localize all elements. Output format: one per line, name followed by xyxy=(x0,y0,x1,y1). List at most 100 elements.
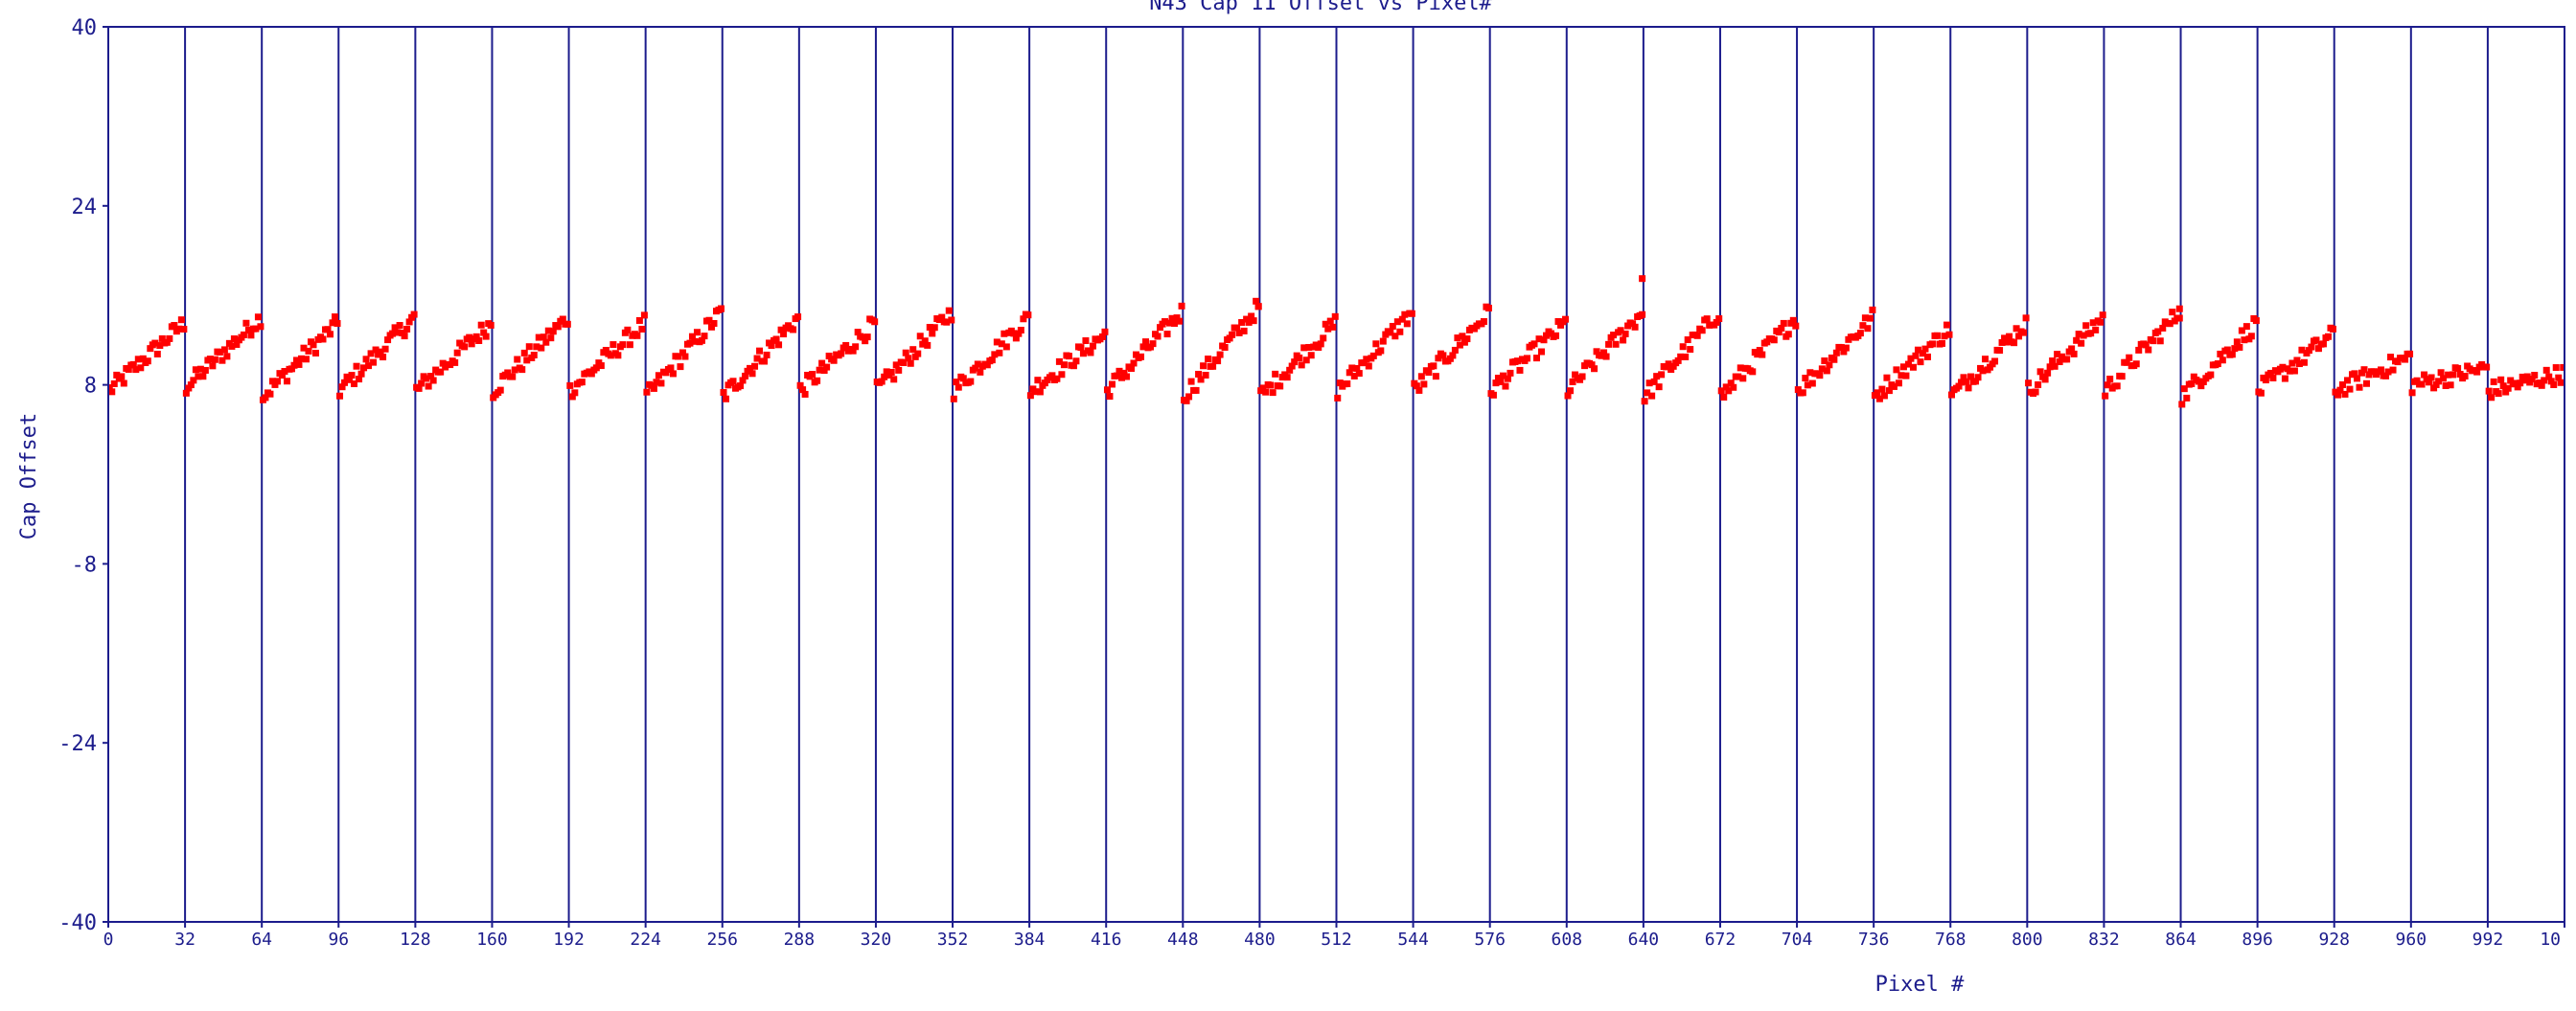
data-point xyxy=(2257,389,2265,397)
data-point xyxy=(1379,337,1387,345)
data-point xyxy=(367,350,375,357)
data-point xyxy=(2427,374,2435,381)
data-point xyxy=(2338,380,2346,388)
data-point xyxy=(998,340,1005,348)
data-point xyxy=(1899,363,1907,371)
data-point xyxy=(921,337,929,345)
data-point xyxy=(504,369,512,377)
data-point xyxy=(1554,317,1562,325)
data-point xyxy=(1072,357,1080,365)
data-point xyxy=(729,378,737,385)
data-point xyxy=(223,353,231,360)
data-point xyxy=(1272,370,1279,378)
x-tick-label: 736 xyxy=(1858,930,1890,950)
data-point xyxy=(895,366,903,374)
data-point xyxy=(110,379,118,387)
data-point xyxy=(2298,346,2306,354)
data-point xyxy=(1492,379,1500,387)
data-point xyxy=(1982,356,1990,363)
data-point xyxy=(1291,358,1299,366)
data-point xyxy=(578,379,586,386)
data-point xyxy=(977,368,984,376)
data-point xyxy=(2169,309,2176,316)
x-tick-label: 640 xyxy=(1628,930,1660,950)
data-point xyxy=(602,346,610,354)
data-point xyxy=(777,326,785,333)
data-point xyxy=(1202,371,1209,379)
data-point xyxy=(1171,320,1179,328)
data-point xyxy=(1778,324,1785,332)
data-point xyxy=(2555,374,2563,381)
data-point xyxy=(1602,353,1610,360)
data-point xyxy=(1622,330,1629,337)
data-point xyxy=(1830,356,1838,363)
data-point xyxy=(1197,376,1205,383)
data-point xyxy=(1502,382,1509,390)
data-point xyxy=(1162,318,1169,326)
data-point xyxy=(319,335,327,343)
data-point xyxy=(929,330,936,337)
x-tick-label: 0 xyxy=(104,930,114,950)
data-point xyxy=(1365,362,1372,370)
data-point xyxy=(761,357,769,365)
data-point xyxy=(953,379,960,386)
x-tick-label: 544 xyxy=(1397,930,1429,950)
y-tick-label: -8 xyxy=(72,553,98,577)
x-tick-label: 288 xyxy=(784,930,816,950)
data-point xyxy=(2063,356,2071,363)
data-point xyxy=(1784,331,1792,338)
data-point xyxy=(2450,371,2457,379)
data-point xyxy=(2022,314,2030,322)
data-point xyxy=(2118,373,2126,380)
data-point xyxy=(1173,314,1181,322)
data-point xyxy=(1933,332,1941,339)
data-point xyxy=(520,349,528,356)
data-point xyxy=(1077,344,1085,352)
data-point xyxy=(1484,305,1492,312)
data-point xyxy=(1715,315,1723,323)
x-tick-label: 192 xyxy=(553,930,585,950)
data-point xyxy=(1369,352,1377,359)
data-point xyxy=(2217,350,2224,357)
data-point xyxy=(2358,369,2366,377)
data-point xyxy=(518,366,526,374)
data-point xyxy=(1353,364,1361,372)
data-point xyxy=(1439,352,1447,359)
data-point xyxy=(1535,335,1543,343)
data-point xyxy=(1523,355,1530,362)
data-point xyxy=(2552,364,2560,372)
data-point xyxy=(2447,381,2454,389)
data-point xyxy=(1895,379,1902,387)
data-point xyxy=(2421,371,2428,379)
data-point xyxy=(525,343,533,351)
data-point xyxy=(1996,347,2004,355)
data-point xyxy=(1238,318,1246,326)
data-point xyxy=(132,366,140,374)
data-point xyxy=(842,341,850,349)
data-point xyxy=(2036,368,2044,376)
data-point xyxy=(1727,379,1735,387)
x-tick-label: 704 xyxy=(1782,930,1813,950)
data-point xyxy=(166,334,173,342)
x-tick-label: 10 xyxy=(2540,930,2561,950)
data-point xyxy=(2485,387,2493,395)
data-point xyxy=(1677,353,1685,360)
data-point xyxy=(187,381,195,389)
data-point xyxy=(530,352,538,359)
x-axis-label: Pixel # xyxy=(1875,973,1965,997)
data-point xyxy=(931,324,938,332)
data-point xyxy=(1792,322,1800,330)
y-axis-ticks: -40 -24 -8 8 24 40 xyxy=(58,16,108,935)
data-point xyxy=(496,386,504,394)
data-point xyxy=(1185,393,1193,401)
data-point xyxy=(338,383,346,391)
data-point xyxy=(1267,381,1275,389)
data-point xyxy=(650,384,657,392)
data-point xyxy=(859,333,866,341)
data-point xyxy=(1079,350,1087,357)
data-point xyxy=(2266,369,2274,377)
data-point xyxy=(271,380,279,388)
data-point xyxy=(1653,373,1661,380)
data-point xyxy=(2242,323,2250,331)
data-point xyxy=(2384,368,2392,376)
